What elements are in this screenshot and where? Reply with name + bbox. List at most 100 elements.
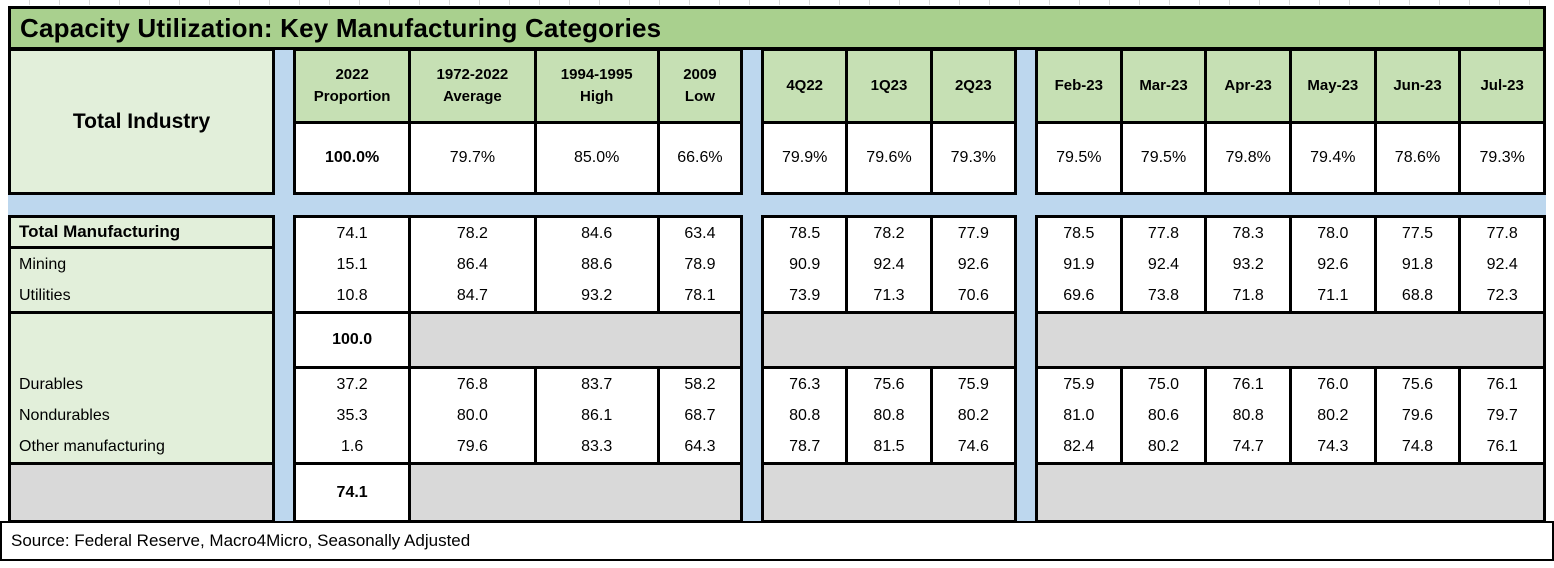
data-cell: 77.8 <box>1147 224 1180 242</box>
data-cell: 73.8 <box>1147 286 1180 304</box>
data-cell: 10.8 <box>336 286 368 304</box>
data-cell: 78.1 <box>684 286 716 304</box>
data-cell: 64.3 <box>684 437 716 455</box>
data-cell: 71.3 <box>873 286 905 304</box>
data-cell-column: 77.5 91.8 68.8 <box>1376 218 1459 311</box>
data-cell: 35.3 <box>336 406 368 424</box>
data-cell-column: 75.0 80.6 80.2 <box>1122 369 1205 462</box>
months-values-grid: 78.5 91.9 69.6 77.8 92.4 73.8 78.3 93.2 … <box>1035 215 1546 523</box>
data-cell: 76.8 <box>456 375 488 393</box>
separator-horizontal <box>8 195 1546 215</box>
data-cell-column: 75.6 79.6 74.8 <box>1376 369 1459 462</box>
data-cell: 93.2 <box>1232 255 1264 273</box>
data-cell: 75.9 <box>1063 375 1095 393</box>
data-cell-column: 78.2 86.4 84.7 <box>411 218 534 311</box>
data-cell: 80.2 <box>1317 406 1349 424</box>
separator-vertical-3 <box>1017 48 1035 523</box>
data-cell-column: 75.9 80.2 74.6 <box>932 369 1014 462</box>
data-cell: 85.0% <box>536 124 657 192</box>
data-cell: 74.6 <box>957 437 989 455</box>
data-cell-proportion-total: 74.1 <box>296 465 409 520</box>
data-cell-column: 58.2 68.7 64.3 <box>659 369 740 462</box>
data-cell: 79.6 <box>456 437 488 455</box>
data-cell: 88.6 <box>581 255 613 273</box>
data-cell: 92.4 <box>1147 255 1180 273</box>
row-label-total-manufacturing: Total Manufacturing <box>11 218 272 249</box>
blank-cell <box>1038 465 1543 520</box>
blank-cell <box>11 465 272 520</box>
data-cell-column: 77.9 92.6 70.6 <box>932 218 1014 311</box>
data-cell: 78.3 <box>1232 224 1264 242</box>
source-note: Source: Federal Reserve, Macro4Micro, Se… <box>11 531 471 550</box>
data-cell: 79.9% <box>764 124 846 192</box>
data-cell: 68.8 <box>1401 286 1434 304</box>
data-cell: 83.3 <box>581 437 613 455</box>
data-cell: 71.8 <box>1232 286 1264 304</box>
data-cell: 80.8 <box>1232 406 1264 424</box>
data-cell: 58.2 <box>684 375 716 393</box>
data-cell: 82.4 <box>1063 437 1095 455</box>
data-cell: 78.2 <box>456 224 488 242</box>
column-header: 1Q23 <box>848 51 930 121</box>
data-cell: 90.9 <box>789 255 821 273</box>
data-cell: 73.9 <box>789 286 821 304</box>
data-cell-column: 76.1 80.8 74.7 <box>1207 369 1289 462</box>
data-cell-column: 77.8 92.4 72.3 <box>1461 218 1543 311</box>
row-label-total-industry-cell: Total Industry <box>8 48 275 195</box>
data-cell: 78.2 <box>873 224 905 242</box>
data-cell: 86.4 <box>456 255 488 273</box>
data-cell: 100.0% <box>296 124 409 192</box>
data-cell: 80.2 <box>957 406 989 424</box>
column-header: 1994-1995 High <box>536 51 657 121</box>
data-cell: 84.6 <box>581 224 613 242</box>
row-label-total-industry: Total Industry <box>72 109 211 133</box>
data-cell: 81.0 <box>1063 406 1095 424</box>
column-header: May-23 <box>1291 51 1374 121</box>
data-cell: 74.7 <box>1232 437 1264 455</box>
row-label-nondurables: Nondurables <box>19 406 110 424</box>
data-cell: 76.0 <box>1317 375 1349 393</box>
data-cell: 79.4% <box>1291 124 1374 192</box>
data-cell-column: 74.1 15.1 10.8 <box>296 218 409 311</box>
data-cell: 1.6 <box>341 437 364 455</box>
data-cell: 79.7% <box>411 124 534 192</box>
data-cell: 71.1 <box>1317 286 1349 304</box>
data-cell-column: 78.5 90.9 73.9 <box>764 218 846 311</box>
data-cell: 92.4 <box>1486 255 1518 273</box>
data-cell-column: 63.4 78.9 78.1 <box>659 218 740 311</box>
column-header: Jun-23 <box>1376 51 1459 121</box>
data-cell-proportion-total: 100.0 <box>296 314 409 366</box>
data-cell: 74.1 <box>336 224 368 242</box>
data-cell-column: 76.3 80.8 78.7 <box>764 369 846 462</box>
blank-cell <box>1038 314 1543 366</box>
data-cell-column: 77.8 92.4 73.8 <box>1122 218 1205 311</box>
data-cell: 86.1 <box>581 406 613 424</box>
data-cell: 78.5 <box>1063 224 1095 242</box>
data-cell-column: 78.0 92.6 71.1 <box>1291 218 1374 311</box>
data-cell: 91.9 <box>1063 255 1095 273</box>
data-cell: 80.8 <box>873 406 905 424</box>
column-header: 2Q23 <box>932 51 1014 121</box>
data-cell: 78.7 <box>789 437 821 455</box>
row-label-utilities: Utilities <box>19 286 71 304</box>
data-cell: 15.1 <box>336 255 368 273</box>
data-cell: 72.3 <box>1486 286 1518 304</box>
data-cell: 74.3 <box>1317 437 1349 455</box>
data-cell: 77.5 <box>1401 224 1434 242</box>
data-cell: 75.6 <box>873 375 905 393</box>
data-cell: 80.6 <box>1147 406 1180 424</box>
data-cell: 81.5 <box>873 437 905 455</box>
data-cell: 75.9 <box>957 375 989 393</box>
column-header: 2022 Proportion <box>296 51 409 121</box>
data-cell-column: 76.0 80.2 74.3 <box>1291 369 1374 462</box>
data-cell: 92.4 <box>873 255 905 273</box>
data-cell-column: 84.6 88.6 93.2 <box>536 218 657 311</box>
title-bar: Capacity Utilization: Key Manufacturing … <box>8 6 1546 50</box>
row-label-mining: Mining <box>19 255 67 273</box>
data-cell: 92.6 <box>957 255 989 273</box>
stats-header-grid: 2022 Proportion 1972-2022 Average 1994-1… <box>293 48 743 195</box>
data-cell-column: 75.6 80.8 81.5 <box>848 369 930 462</box>
data-cell: 79.5% <box>1122 124 1205 192</box>
data-cell: 83.7 <box>581 375 613 393</box>
